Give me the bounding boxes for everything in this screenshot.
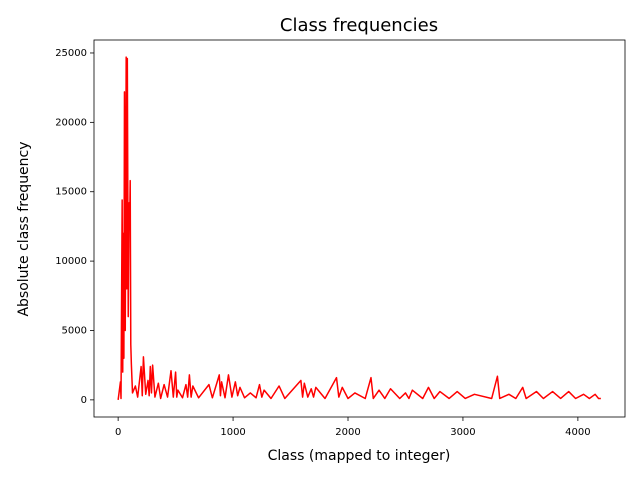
y-tick-label: 5000	[62, 325, 87, 336]
axes-frame	[93, 39, 626, 418]
y-tick-label: 10000	[55, 256, 87, 267]
y-axis-label: Absolute class frequency	[16, 141, 32, 316]
y-tick-label: 15000	[55, 187, 87, 198]
chart-title: Class frequencies	[280, 15, 438, 36]
x-tick-label: 3000	[450, 427, 475, 438]
y-tick-label: 20000	[55, 117, 87, 128]
x-tick-label: 2000	[335, 427, 360, 438]
y-tick-label: 0	[81, 395, 87, 406]
data-line	[117, 56, 601, 400]
x-tick-label: 0	[115, 427, 121, 438]
x-axis-label: Class (mapped to integer)	[268, 448, 451, 464]
y-tick-label: 25000	[55, 48, 87, 59]
x-tick-label: 1000	[220, 427, 245, 438]
x-tick-label: 4000	[565, 427, 590, 438]
